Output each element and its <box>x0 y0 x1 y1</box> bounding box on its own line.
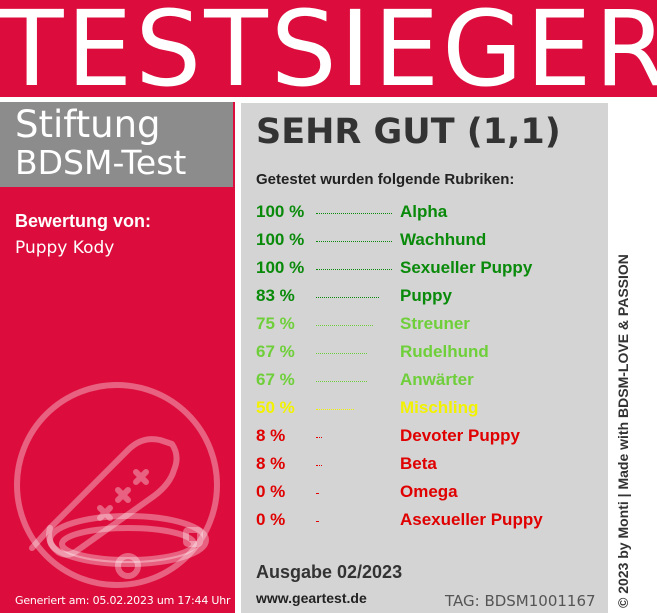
banner-title: TESTSIEGER <box>0 0 657 110</box>
result-row: 75 % Streuner <box>256 312 606 338</box>
result-score-leader <box>316 465 322 466</box>
result-category: Wachhund <box>400 230 487 249</box>
result-percentage: 83 % <box>256 286 295 305</box>
results-panel <box>241 103 608 613</box>
result-category: Puppy <box>400 286 452 305</box>
result-row: 67 % Anwärter <box>256 368 606 394</box>
result-category: Streuner <box>400 314 470 333</box>
result-score-leader <box>316 493 318 494</box>
result-category: Anwärter <box>400 370 474 389</box>
tag-id: TAG: BDSM1001167 <box>445 592 596 610</box>
overall-grade: SEHR GUT (1,1) <box>256 112 561 152</box>
result-score-leader <box>316 241 392 242</box>
result-percentage: 67 % <box>256 342 295 361</box>
organization-line2: BDSM-Test <box>15 143 187 182</box>
result-percentage: 0 % <box>256 482 286 501</box>
result-score-leader <box>316 381 367 382</box>
result-percentage: 100 % <box>256 202 305 221</box>
result-row: 67 % Rudelhund <box>256 340 606 366</box>
result-row: 50 % Mischling <box>256 396 606 422</box>
result-row: 83 % Puppy <box>256 284 606 310</box>
copyright-text: © 2023 by Monti | Made with BDSM-LOVE & … <box>615 254 631 608</box>
result-row: 0 % Asexueller Puppy <box>256 508 606 534</box>
result-score-leader <box>316 353 367 354</box>
rating-label: Bewertung von: <box>15 211 152 231</box>
issue-label: Ausgabe 02/2023 <box>256 562 403 582</box>
result-score-leader <box>316 269 392 270</box>
result-category: Beta <box>400 454 437 473</box>
result-percentage: 50 % <box>256 398 295 417</box>
website-link[interactable]: www.geartest.de <box>256 590 367 606</box>
organization-line1: Stiftung <box>15 103 161 146</box>
result-category: Mischling <box>400 398 479 417</box>
logo-ring <box>14 382 220 588</box>
rating-name: Puppy Kody <box>15 238 115 258</box>
categories-subtitle: Getestet wurden folgende Rubriken: <box>256 171 515 188</box>
result-score-leader <box>316 409 354 410</box>
testsieger-banner <box>0 0 657 97</box>
result-percentage: 100 % <box>256 258 305 277</box>
collar-icon <box>47 513 209 579</box>
result-row: 8 % Devoter Puppy <box>256 424 606 450</box>
result-category: Rudelhund <box>400 342 489 361</box>
result-category: Omega <box>400 482 458 501</box>
result-row: 100 % Wachhund <box>256 228 606 254</box>
result-score-leader <box>316 437 322 438</box>
result-score-leader <box>316 297 379 298</box>
result-percentage: 0 % <box>256 510 286 529</box>
result-score-leader <box>316 521 318 522</box>
organization-box <box>0 102 233 187</box>
result-row: 0 % Omega <box>256 480 606 506</box>
generated-timestamp: Generiert am: 05.02.2023 um 17:44 Uhr <box>15 594 231 607</box>
result-percentage: 8 % <box>256 426 286 445</box>
left-sidebar <box>0 102 235 613</box>
result-percentage: 100 % <box>256 230 305 249</box>
result-row: 100 % Alpha <box>256 200 606 226</box>
paddle-icon <box>29 436 180 558</box>
result-row: 100 % Sexueller Puppy <box>256 256 606 282</box>
result-percentage: 67 % <box>256 370 295 389</box>
result-row: 8 % Beta <box>256 452 606 478</box>
result-category: Sexueller Puppy <box>400 258 533 277</box>
result-category: Alpha <box>400 202 448 221</box>
result-category: Asexueller Puppy <box>400 510 543 529</box>
paddle-collar-logo <box>14 382 220 588</box>
result-percentage: 8 % <box>256 454 286 473</box>
result-category: Devoter Puppy <box>400 426 520 445</box>
result-percentage: 75 % <box>256 314 295 333</box>
result-score-leader <box>316 213 392 214</box>
result-score-leader <box>316 325 373 326</box>
